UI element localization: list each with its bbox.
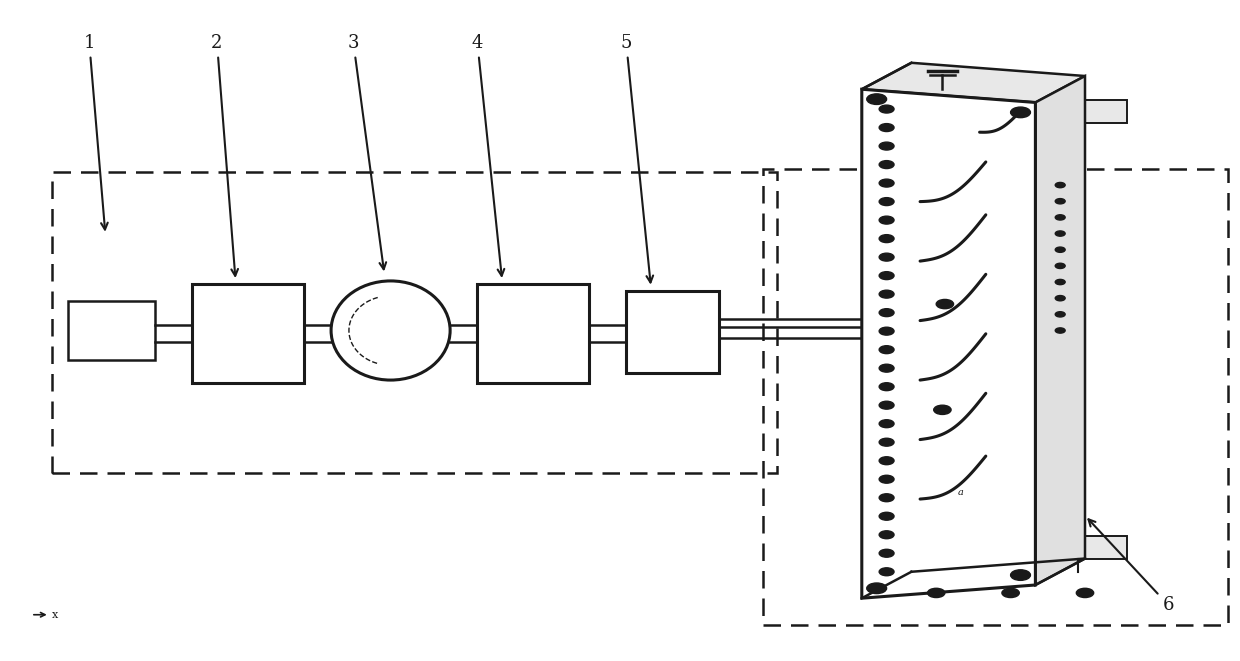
Polygon shape	[862, 89, 1035, 598]
Circle shape	[879, 364, 894, 372]
FancyBboxPatch shape	[477, 284, 589, 383]
Circle shape	[879, 198, 894, 206]
Circle shape	[879, 105, 894, 113]
Polygon shape	[862, 63, 1085, 102]
FancyBboxPatch shape	[1065, 100, 1127, 123]
Circle shape	[879, 309, 894, 317]
Circle shape	[879, 420, 894, 428]
Circle shape	[879, 438, 894, 446]
Circle shape	[1011, 570, 1030, 580]
Circle shape	[1055, 280, 1065, 285]
Circle shape	[934, 405, 951, 414]
Circle shape	[1055, 247, 1065, 253]
Circle shape	[879, 568, 894, 576]
Circle shape	[1055, 182, 1065, 188]
Circle shape	[879, 179, 894, 187]
Circle shape	[879, 549, 894, 557]
Circle shape	[879, 253, 894, 261]
Circle shape	[936, 299, 954, 309]
FancyBboxPatch shape	[1065, 536, 1127, 559]
Circle shape	[879, 401, 894, 409]
Circle shape	[879, 272, 894, 280]
Circle shape	[879, 494, 894, 502]
Text: a: a	[959, 488, 963, 497]
Circle shape	[1055, 231, 1065, 236]
Circle shape	[1055, 198, 1065, 204]
Circle shape	[879, 327, 894, 335]
FancyBboxPatch shape	[626, 291, 719, 373]
Circle shape	[867, 583, 887, 594]
Circle shape	[879, 142, 894, 150]
Circle shape	[879, 216, 894, 224]
Text: x: x	[52, 609, 58, 620]
Text: 3: 3	[347, 34, 386, 269]
Text: 5: 5	[620, 34, 653, 282]
Circle shape	[1055, 328, 1065, 333]
Circle shape	[1011, 107, 1030, 118]
Circle shape	[867, 94, 887, 104]
Circle shape	[879, 235, 894, 243]
Circle shape	[879, 512, 894, 520]
FancyBboxPatch shape	[192, 284, 304, 383]
Circle shape	[1076, 588, 1094, 598]
Circle shape	[879, 383, 894, 391]
Circle shape	[879, 457, 894, 465]
Text: 6: 6	[1089, 520, 1174, 614]
Circle shape	[1055, 295, 1065, 301]
Circle shape	[879, 475, 894, 483]
Circle shape	[879, 346, 894, 354]
Text: 1: 1	[83, 34, 108, 229]
Circle shape	[1055, 215, 1065, 220]
Circle shape	[879, 124, 894, 132]
Ellipse shape	[331, 281, 450, 380]
Polygon shape	[1035, 76, 1085, 585]
Circle shape	[1055, 312, 1065, 317]
FancyBboxPatch shape	[68, 301, 155, 360]
Text: 2: 2	[211, 34, 238, 276]
Circle shape	[879, 531, 894, 539]
Circle shape	[879, 290, 894, 298]
Circle shape	[879, 161, 894, 169]
Text: 4: 4	[471, 34, 505, 276]
Circle shape	[928, 588, 945, 598]
Circle shape	[1055, 263, 1065, 268]
Circle shape	[1002, 588, 1019, 598]
